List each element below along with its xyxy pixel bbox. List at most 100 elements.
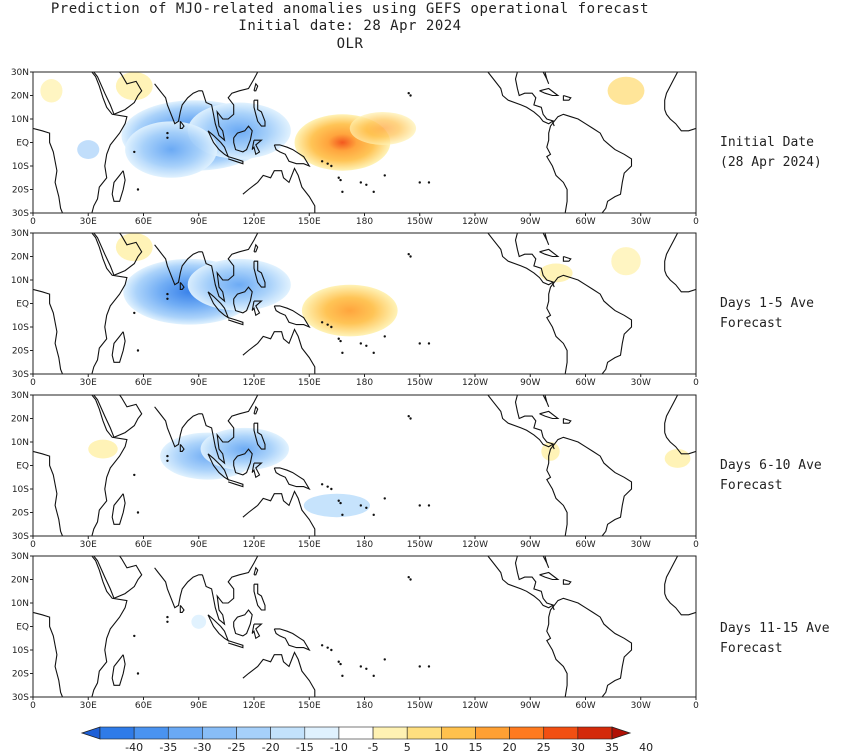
colorbar-segment: [338, 726, 374, 740]
lon-tick-label: 120W: [462, 701, 488, 711]
lat-tick-label: EQ: [16, 623, 29, 633]
coastline: [514, 556, 555, 606]
lon-tick-label: 60W: [575, 378, 595, 388]
island: [418, 665, 421, 668]
island: [407, 252, 410, 256]
island: [330, 325, 333, 329]
coastline: [253, 422, 266, 450]
coastline: [111, 654, 126, 686]
colorbar-tick-label: -35: [159, 741, 177, 754]
coastline: [273, 144, 311, 168]
colorbar-segment: [236, 726, 271, 740]
coastline: [562, 417, 572, 424]
lon-tick-label: 180: [356, 701, 373, 711]
coastline: [154, 567, 203, 609]
island: [330, 487, 333, 491]
coastline: [93, 556, 143, 600]
coastline: [664, 556, 679, 594]
colorbar-tick-label: 25: [537, 741, 551, 754]
island: [166, 620, 169, 623]
coastline: [542, 72, 550, 85]
lon-tick-label: 0: [30, 217, 36, 227]
anomaly-contour: [191, 614, 207, 629]
island: [326, 646, 329, 649]
island: [330, 164, 333, 168]
lon-tick-label: 90W: [520, 540, 540, 550]
coastline: [179, 282, 185, 290]
coastline: [562, 94, 572, 101]
coastline: [487, 556, 555, 611]
lat-tick-label: 10S: [12, 646, 29, 656]
island: [407, 575, 410, 579]
anomaly-contour: [664, 449, 691, 468]
coastline: [273, 628, 311, 652]
island: [166, 297, 169, 300]
anomaly-contour: [115, 233, 153, 262]
island: [337, 660, 340, 663]
island: [359, 504, 363, 507]
lon-tick-label: 120W: [462, 217, 488, 227]
coastline: [253, 99, 266, 127]
lat-tick-label: EQ: [16, 300, 29, 310]
coastline: [253, 243, 259, 253]
lon-tick-label: 120E: [243, 378, 266, 388]
lat-tick-label: EQ: [16, 139, 29, 149]
island: [418, 504, 421, 507]
lon-tick-label: 0: [30, 540, 36, 550]
island: [383, 335, 386, 338]
lon-tick-label: 150W: [407, 701, 433, 711]
lon-tick-label: 60E: [135, 217, 152, 227]
island: [383, 174, 386, 177]
coastline: [253, 82, 259, 92]
colorbar: -40 -35 -30 -25 -20 -15 -10 -5 5 10 15 20 25 30 35 40: [80, 726, 653, 754]
island: [418, 181, 421, 184]
island: [409, 94, 412, 97]
chart-title: Prediction of MJO-related anomalies usin…: [50, 1, 650, 17]
anomaly-contour: [115, 72, 153, 101]
lat-tick-label: 20N: [11, 92, 29, 102]
colorbar-tick-label: -25: [228, 741, 246, 754]
coastline: [93, 72, 143, 116]
panel-1-label-line1: Initial Date: [720, 135, 814, 150]
coastline: [111, 493, 126, 525]
colorbar-tick-label: -40: [125, 741, 143, 754]
coastline: [664, 109, 696, 132]
lat-tick-label: 30N: [11, 68, 29, 78]
lon-tick-label: 60E: [135, 378, 152, 388]
coastline: [273, 305, 311, 329]
lon-tick-label: 90W: [520, 701, 540, 711]
coastline: [111, 331, 126, 363]
island: [166, 615, 169, 619]
island: [133, 634, 136, 638]
colorbar-tick-label: -5: [368, 741, 379, 754]
coastline: [553, 436, 633, 536]
island: [359, 342, 363, 345]
colorbar-segment: [441, 726, 476, 740]
lat-tick-label: 10N: [11, 276, 29, 286]
anomaly-contour: [125, 121, 218, 178]
colorbar-segment: [509, 726, 545, 740]
lon-tick-label: 30E: [80, 701, 97, 711]
coastline: [33, 450, 64, 536]
coastline: [546, 444, 568, 536]
colorbar-segment: [372, 726, 408, 740]
coastline: [228, 317, 244, 326]
island: [383, 497, 386, 500]
lon-tick-label: 120E: [243, 540, 266, 550]
lat-tick-label: 10N: [11, 115, 29, 125]
lon-tick-label: 120W: [462, 378, 488, 388]
coastline: [553, 597, 633, 697]
coastline: [233, 125, 253, 153]
coastline: [542, 233, 550, 246]
lat-tick-label: 30S: [12, 693, 29, 703]
coastline: [251, 462, 263, 479]
island: [341, 190, 344, 194]
colorbar-segment: [577, 726, 613, 740]
lat-tick-label: 30S: [12, 532, 29, 542]
colorbar-segment: [475, 726, 510, 740]
island: [166, 454, 169, 458]
island: [365, 183, 368, 186]
lon-tick-label: 90E: [190, 217, 207, 227]
lon-tick-label: 150E: [298, 217, 321, 227]
